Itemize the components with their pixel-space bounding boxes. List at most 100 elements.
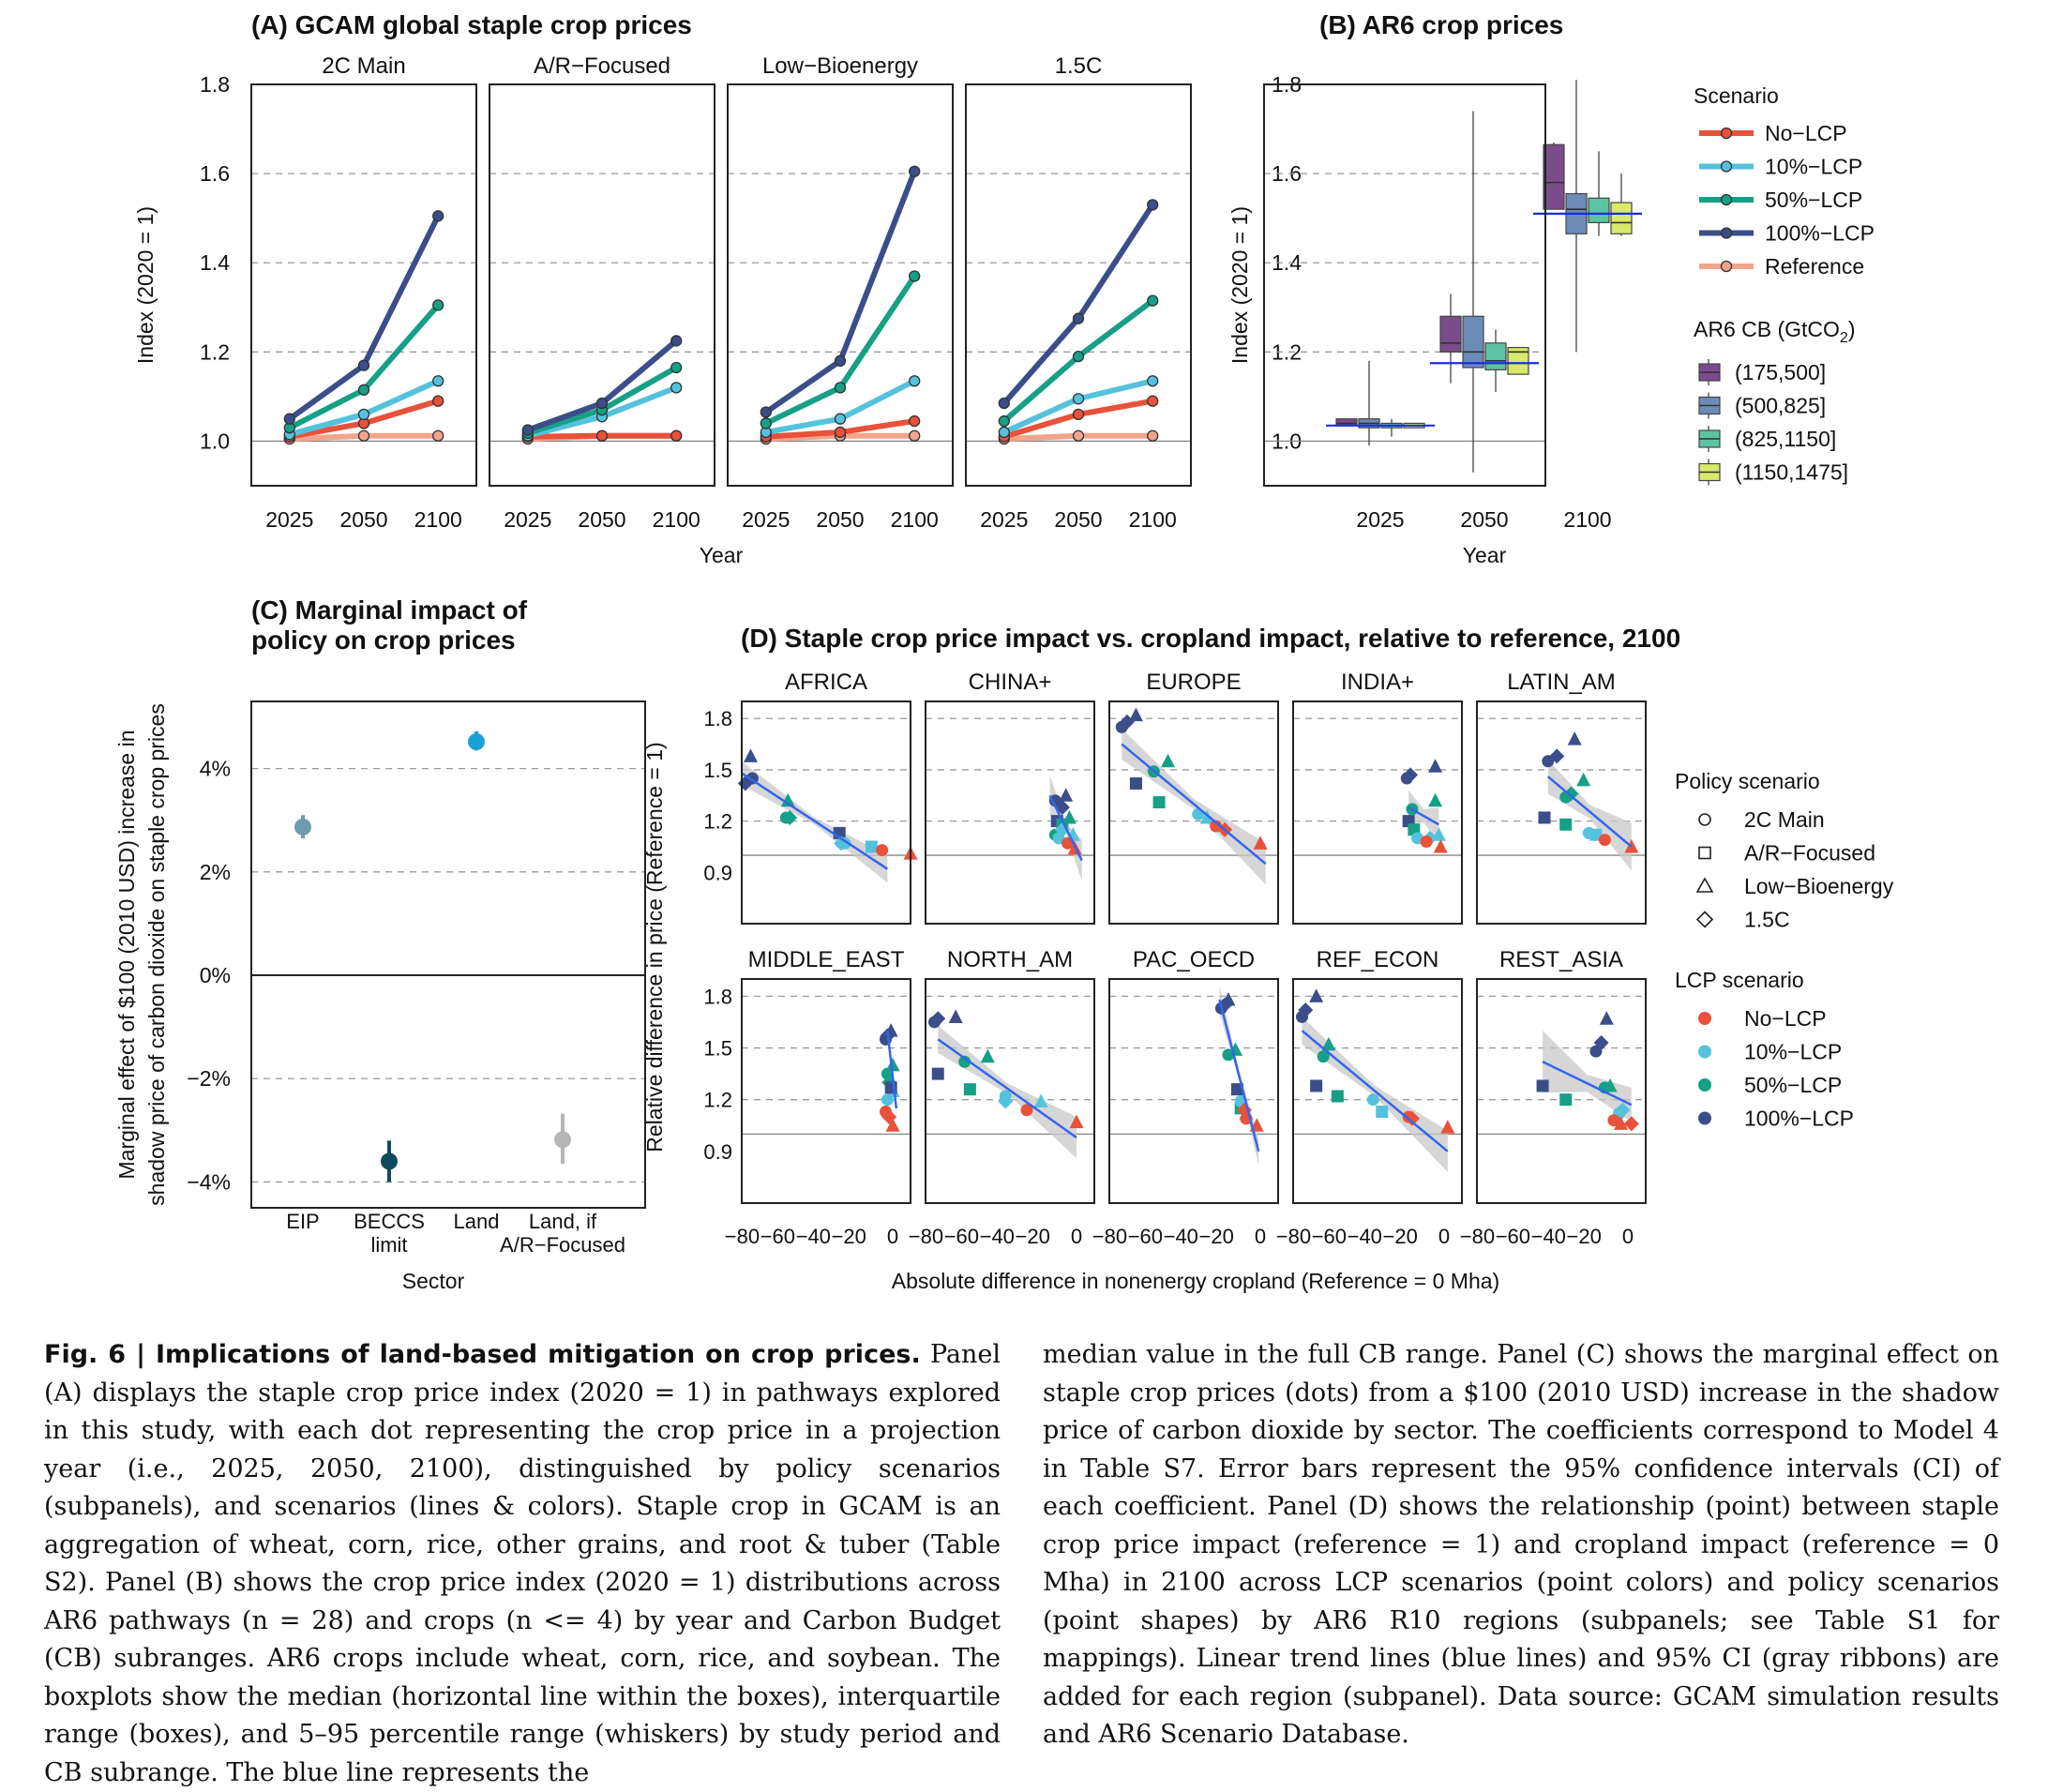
panel-d-ytick: 0.9	[703, 861, 732, 884]
panel-d-xtick: 0	[1071, 1225, 1082, 1248]
data-point	[1020, 1104, 1033, 1117]
panel-a-xtick: 2100	[414, 507, 462, 532]
panel-a-frame	[727, 83, 954, 487]
panel-c-xtick: BECCS	[354, 1210, 425, 1233]
panel-d-facet-label: AFRICA	[785, 670, 867, 695]
panel-d-xtick: −80	[1092, 1225, 1127, 1248]
panel-d-frame	[1108, 700, 1279, 925]
panel-d-xtick: −60	[944, 1225, 979, 1248]
legend-cb-title: AR6 CB (GtCO2)	[1694, 317, 1856, 346]
series-point	[834, 426, 847, 439]
panel-d-xtick: −80	[1460, 1225, 1495, 1248]
panel-a-xtick: 2025	[265, 507, 313, 532]
panel-d-frame	[1476, 978, 1647, 1204]
panel-d-facet-label: CHINA+	[969, 670, 1052, 695]
data-point	[1593, 1035, 1609, 1051]
data-point	[1559, 818, 1573, 831]
panel-b-xtick: 2025	[1356, 507, 1404, 532]
panel-d-facet-label: REF_ECON	[1317, 947, 1439, 972]
data-point	[1433, 838, 1448, 853]
box	[1439, 315, 1462, 353]
panel-b-ylabel: Index (2020 = 1)	[1227, 206, 1252, 364]
data-point	[1033, 1093, 1048, 1108]
series-line	[1001, 203, 1155, 405]
data-point	[1599, 1011, 1614, 1025]
series-point	[1147, 199, 1159, 211]
panel-d-xtick: −20	[1198, 1225, 1233, 1248]
data-point	[1253, 836, 1268, 850]
panel-d-facet-label: MIDDLE_EAST	[748, 947, 905, 972]
policy-lcp-legend: Policy scenario 2C Main A/R−Focused Low−Bio…	[1675, 769, 1894, 1131]
data-point	[1603, 1077, 1618, 1092]
panel-a-xtick: 2025	[742, 507, 790, 532]
legend-lcp-label: 50%−LCP	[1744, 1073, 1842, 1097]
panel-a-ytick: 1.4	[200, 250, 230, 275]
series-point	[1147, 429, 1159, 442]
trend-line	[937, 1038, 1077, 1139]
data-point	[1403, 767, 1419, 783]
legend-dot	[1720, 260, 1733, 273]
series-point	[1147, 294, 1159, 307]
data-point	[948, 1009, 963, 1023]
series-point	[432, 375, 444, 387]
panel-c-title: policy on crop prices	[251, 625, 516, 655]
panel-c-ytick: 2%	[200, 860, 231, 884]
data-point	[1062, 809, 1077, 824]
panel-d-facet-label: REST_ASIA	[1499, 947, 1623, 972]
panel-d-xlabel: Absolute difference in nonenergy croplan…	[892, 1269, 1499, 1293]
legend-policy-label: 2C Main	[1744, 807, 1825, 832]
series-point	[432, 299, 444, 311]
panel-d-ytick: 1.2	[703, 810, 732, 834]
panel-a-xtick: 2025	[980, 507, 1028, 532]
series-point	[1072, 350, 1085, 363]
trend-line	[1546, 776, 1633, 848]
panel-d-facet: NORTH_AM −80 −60 −40 −20 0	[909, 947, 1095, 1248]
data-point	[1549, 748, 1565, 764]
trend-line	[741, 772, 889, 870]
data-point	[1404, 1110, 1420, 1126]
panel-d: (D) Staple crop price impact vs. croplan…	[642, 624, 1680, 1293]
series-point	[357, 408, 370, 421]
panel-a-xtick: 2100	[891, 507, 939, 532]
panel-d-xtick: −40	[1348, 1225, 1382, 1248]
panel-d-xtick: −20	[1566, 1225, 1601, 1248]
panel-a-xtick: 2025	[504, 507, 551, 532]
data-point	[1536, 1079, 1549, 1092]
ci-ribbon	[1122, 729, 1266, 885]
series-point	[357, 429, 370, 442]
box	[1588, 197, 1610, 224]
series-point	[909, 375, 921, 387]
data-point	[865, 840, 878, 853]
trend-line	[1408, 806, 1439, 826]
panel-d-xtick: −60	[760, 1225, 795, 1248]
series-point	[909, 414, 921, 428]
panel-a-frame	[965, 83, 1192, 487]
panel-b-xlabel: Year	[1463, 543, 1507, 567]
panel-c-xtick: Land, if	[529, 1210, 597, 1233]
series-point	[357, 384, 370, 396]
legend-cb-label: (825,1150]	[1735, 427, 1836, 451]
box-group	[1533, 80, 1642, 353]
series-point	[283, 413, 295, 425]
data-point	[1431, 827, 1446, 841]
panel-d-xtick: −20	[1382, 1225, 1417, 1248]
panel-d-facet-label: PAC_OECD	[1133, 947, 1255, 972]
trend-line	[1301, 1030, 1449, 1152]
series-point	[909, 270, 921, 282]
legend-dot	[1720, 160, 1733, 173]
legend-policy-label: Low−Bioenergy	[1744, 874, 1894, 898]
coefficient-point	[468, 732, 485, 750]
data-point	[1623, 1116, 1639, 1132]
panel-d-ytick: 1.2	[703, 1089, 732, 1112]
panel-a-facet: 1.5C 2025 2050 2100	[965, 53, 1192, 532]
data-point	[1059, 788, 1074, 802]
panel-c-ytick: −4%	[187, 1169, 231, 1194]
data-point	[1128, 707, 1143, 722]
panel-a-xtick: 2050	[816, 507, 864, 532]
series-point	[760, 417, 772, 429]
data-point	[958, 1055, 971, 1068]
panel-a-ytick: 1.2	[200, 339, 230, 364]
panel-d-frame	[925, 700, 1095, 925]
legend-lcp-label: 100%−LCP	[1744, 1107, 1854, 1131]
data-point	[743, 748, 758, 762]
